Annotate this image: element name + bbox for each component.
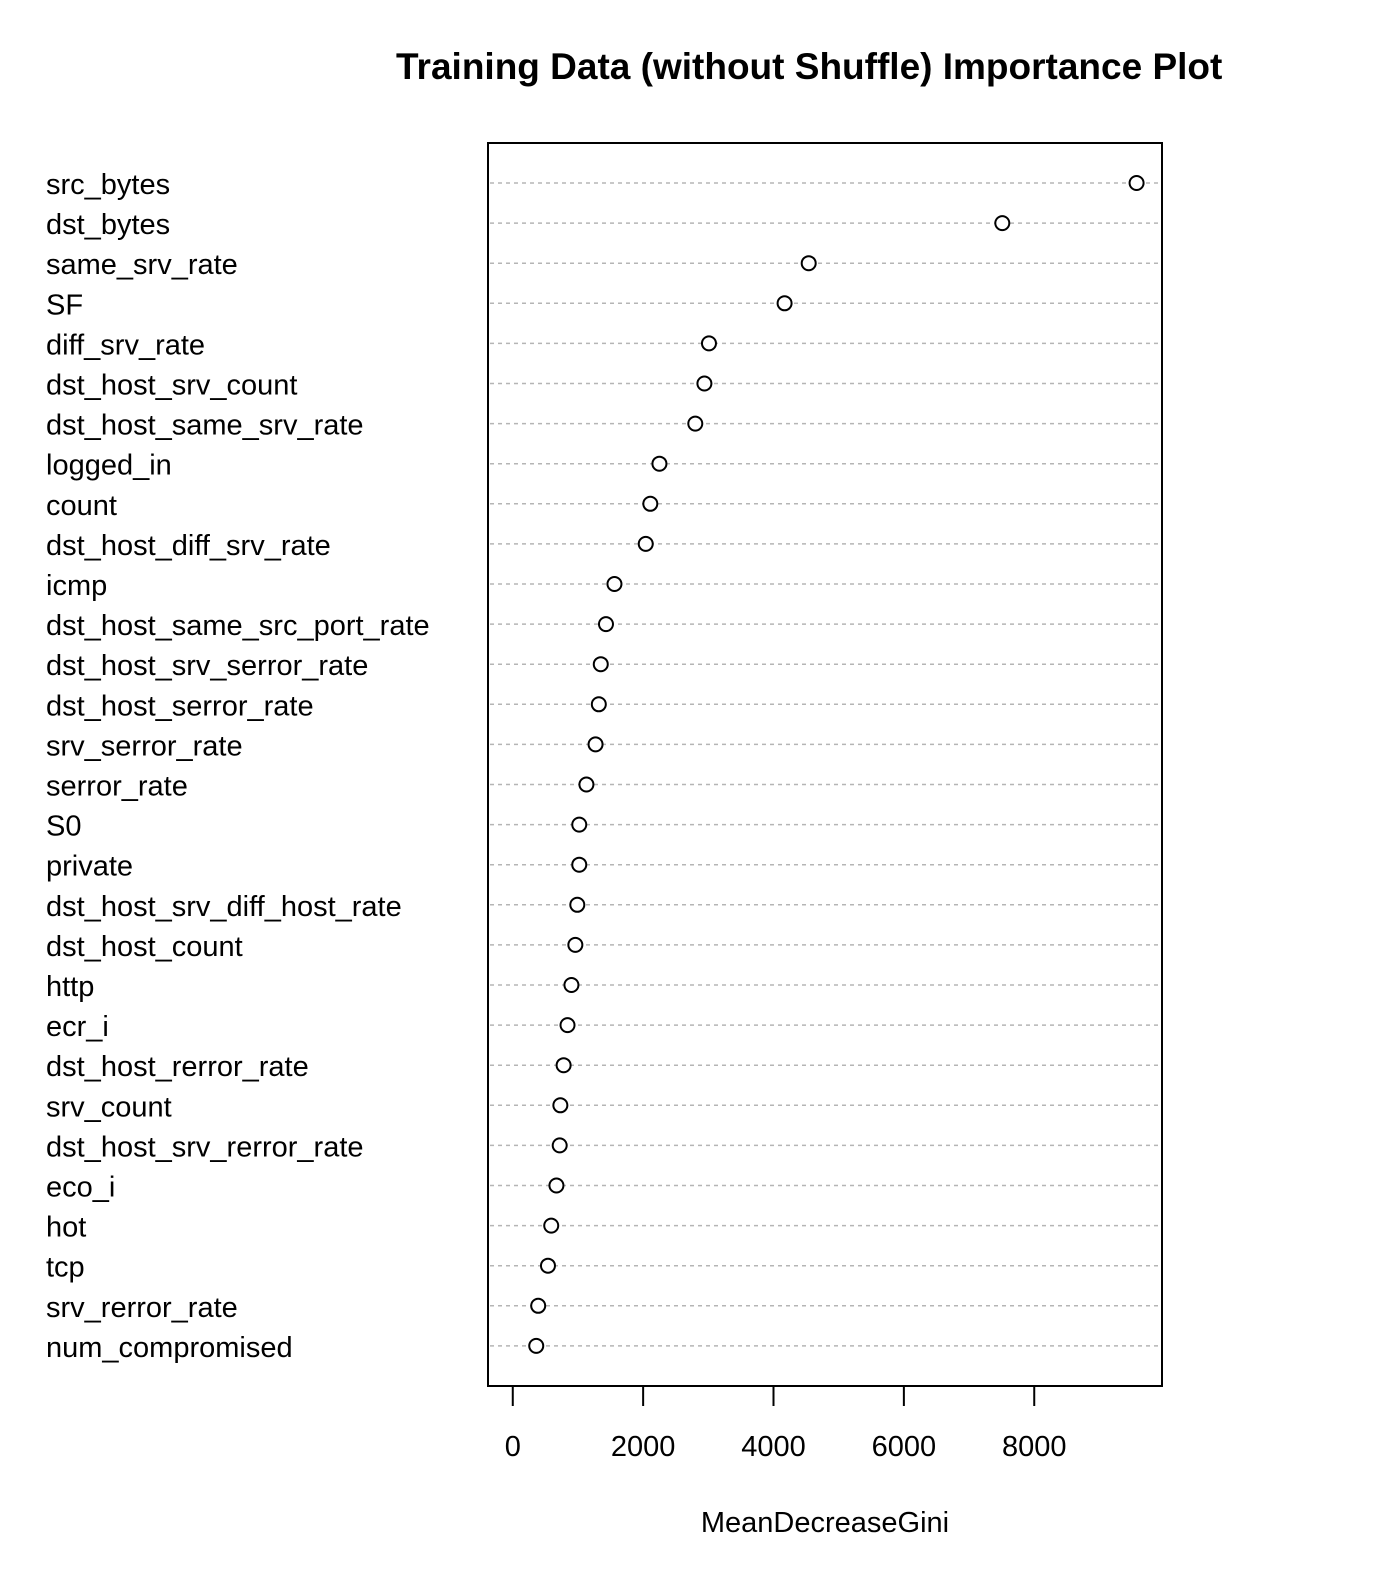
category-label: diff_srv_rate	[46, 329, 205, 361]
data-point	[551, 1137, 568, 1154]
x-tick-label: 4000	[741, 1431, 806, 1463]
category-label: dst_host_srv_serror_rate	[46, 650, 368, 682]
data-point	[530, 1297, 547, 1314]
category-label: dst_host_same_src_port_rate	[46, 610, 430, 642]
gridlines	[490, 182, 1160, 1347]
x-tick-label: 8000	[1002, 1431, 1067, 1463]
data-point	[592, 656, 609, 673]
data-point	[1128, 175, 1145, 191]
data-point	[567, 936, 584, 953]
category-label: ecr_i	[46, 1011, 109, 1043]
category-label: dst_bytes	[46, 209, 170, 241]
data-point	[587, 736, 604, 753]
category-label: http	[46, 971, 94, 1003]
category-label: num_compromised	[46, 1332, 293, 1364]
data-point	[637, 535, 654, 552]
category-label: hot	[46, 1212, 86, 1244]
category-label: eco_i	[46, 1172, 115, 1204]
category-label: SF	[46, 289, 83, 321]
category-label: dst_host_rerror_rate	[46, 1051, 309, 1083]
data-point	[552, 1097, 569, 1114]
category-label: dst_host_srv_diff_host_rate	[46, 891, 402, 923]
data-point	[994, 215, 1011, 232]
data-point	[800, 255, 817, 272]
category-label: dst_host_diff_srv_rate	[46, 530, 331, 562]
data-point	[696, 375, 713, 392]
category-label: serror_rate	[46, 771, 188, 803]
data-point	[571, 816, 588, 833]
data-point	[578, 776, 595, 793]
data-point	[559, 1017, 576, 1034]
data-point	[539, 1257, 556, 1274]
category-label: count	[46, 490, 117, 522]
chart-title: Training Data (without Shuffle) Importan…	[396, 46, 1222, 87]
category-label: dst_host_srv_count	[46, 370, 297, 402]
category-label: private	[46, 851, 133, 883]
category-label: S0	[46, 811, 81, 843]
x-tick-label: 2000	[611, 1431, 676, 1463]
x-axis-label: MeanDecreaseGini	[701, 1507, 949, 1539]
data-point	[606, 576, 623, 592]
category-labels: src_bytes dst_bytes same_srv_rate SF diff_sr…	[46, 169, 430, 1364]
x-tick-label: 0	[505, 1431, 521, 1463]
x-tick-label: 6000	[872, 1431, 937, 1463]
category-label: dst_host_srv_rerror_rate	[46, 1131, 364, 1163]
category-label: srv_serror_rate	[46, 730, 243, 762]
data-point	[590, 696, 607, 713]
data-point	[776, 295, 793, 312]
data-points	[528, 175, 1145, 1354]
data-point	[597, 616, 614, 633]
data-point	[642, 495, 659, 512]
category-label: same_srv_rate	[46, 249, 238, 281]
data-point	[543, 1217, 560, 1234]
category-label: src_bytes	[46, 169, 170, 201]
data-point	[528, 1337, 545, 1354]
category-label: srv_count	[46, 1091, 172, 1123]
plot-frame	[487, 142, 1163, 1387]
data-point	[687, 415, 704, 432]
data-point	[569, 896, 586, 913]
category-label: srv_rerror_rate	[46, 1292, 238, 1324]
data-point	[555, 1057, 572, 1074]
category-label: dst_host_same_srv_rate	[46, 410, 364, 442]
x-axis: 0 2000 4000 6000 8000	[505, 1385, 1067, 1463]
data-point	[651, 455, 668, 472]
data-point	[700, 335, 717, 352]
data-point	[548, 1177, 565, 1194]
data-point	[563, 977, 580, 993]
category-label: dst_host_count	[46, 931, 243, 963]
category-label: logged_in	[46, 450, 172, 482]
data-point	[571, 856, 588, 873]
category-label: icmp	[46, 570, 107, 602]
category-label: tcp	[46, 1252, 85, 1284]
category-label: dst_host_serror_rate	[46, 690, 314, 722]
